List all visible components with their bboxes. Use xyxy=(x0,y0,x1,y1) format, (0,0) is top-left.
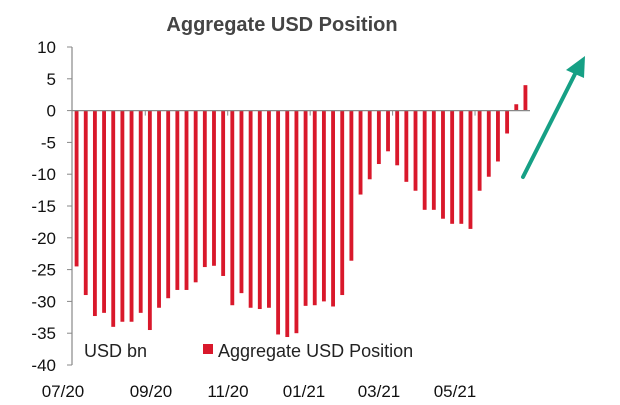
bar xyxy=(147,110,152,331)
y-tick-label: 5 xyxy=(47,70,56,89)
bar xyxy=(303,110,308,306)
bar xyxy=(267,110,271,308)
bar xyxy=(422,110,427,210)
x-tick-label: 09/20 xyxy=(130,382,173,401)
bar xyxy=(230,110,235,306)
bar xyxy=(477,110,482,191)
bar xyxy=(111,110,116,327)
x-tick-label: 11/20 xyxy=(207,382,248,401)
y-tick-label: -40 xyxy=(31,356,56,375)
bar xyxy=(404,110,409,182)
bar xyxy=(129,110,134,322)
bar xyxy=(276,110,281,335)
bar xyxy=(184,110,189,290)
y-tick-label: -35 xyxy=(31,324,56,343)
bar xyxy=(175,110,180,290)
bar xyxy=(431,110,436,210)
trend-arrow xyxy=(521,56,585,179)
legend: USD bn Aggregate USD Position xyxy=(84,341,413,361)
bar xyxy=(92,110,97,317)
bar xyxy=(468,110,473,229)
bar xyxy=(376,110,381,165)
y-tick-label: -25 xyxy=(31,261,56,280)
bar xyxy=(285,110,290,338)
bar xyxy=(74,110,79,267)
bar xyxy=(395,110,400,166)
bar xyxy=(514,104,519,111)
bar xyxy=(257,110,262,310)
y-tick-label: 0 xyxy=(47,102,56,121)
bar xyxy=(83,110,88,296)
bar xyxy=(450,110,455,224)
y-tick-label: -30 xyxy=(31,292,56,311)
x-tick-label: 03/21 xyxy=(358,382,401,401)
y-tick-label: -5 xyxy=(41,133,56,152)
bar xyxy=(386,110,390,152)
bar xyxy=(321,110,326,302)
bar xyxy=(294,110,299,334)
legend-label: Aggregate USD Position xyxy=(218,341,413,361)
bar xyxy=(166,110,171,299)
axes: 10 5 0 -5 -10 -15 -20 -25 -30 -35 -40 07/20 09/20 11/… xyxy=(31,38,530,401)
bar xyxy=(239,110,244,294)
bar xyxy=(138,110,143,313)
arrow-shaft xyxy=(521,70,578,179)
bar xyxy=(202,110,207,268)
bar xyxy=(331,110,335,307)
bar xyxy=(349,110,354,261)
bar xyxy=(312,110,317,306)
bar xyxy=(505,110,510,134)
unit-label: USD bn xyxy=(84,341,147,361)
arrow-head xyxy=(566,56,585,78)
y-tick-label: -10 xyxy=(31,165,56,184)
bar xyxy=(413,110,418,191)
bar xyxy=(496,110,500,162)
bar xyxy=(441,110,445,219)
bar xyxy=(212,110,216,266)
legend-swatch xyxy=(203,344,213,354)
bar xyxy=(221,110,226,276)
bar xyxy=(523,85,528,111)
bar xyxy=(248,110,253,308)
chart-title: Aggregate USD Position xyxy=(166,14,397,36)
bar xyxy=(102,110,106,313)
x-tick-label: 01/21 xyxy=(283,382,326,401)
bar xyxy=(367,110,372,180)
bar xyxy=(459,110,464,224)
bar xyxy=(340,110,345,296)
bar xyxy=(157,110,161,308)
bar xyxy=(486,110,491,177)
bar xyxy=(120,110,125,322)
bar xyxy=(358,110,363,195)
plot-area xyxy=(74,85,528,338)
y-tick-label: -20 xyxy=(31,229,56,248)
bar xyxy=(193,110,198,283)
x-tick-label: 07/20 xyxy=(42,382,85,401)
y-tick-label: -15 xyxy=(31,197,56,216)
y-tick-label: 10 xyxy=(37,38,56,57)
x-tick-label: 05/21 xyxy=(434,382,477,401)
